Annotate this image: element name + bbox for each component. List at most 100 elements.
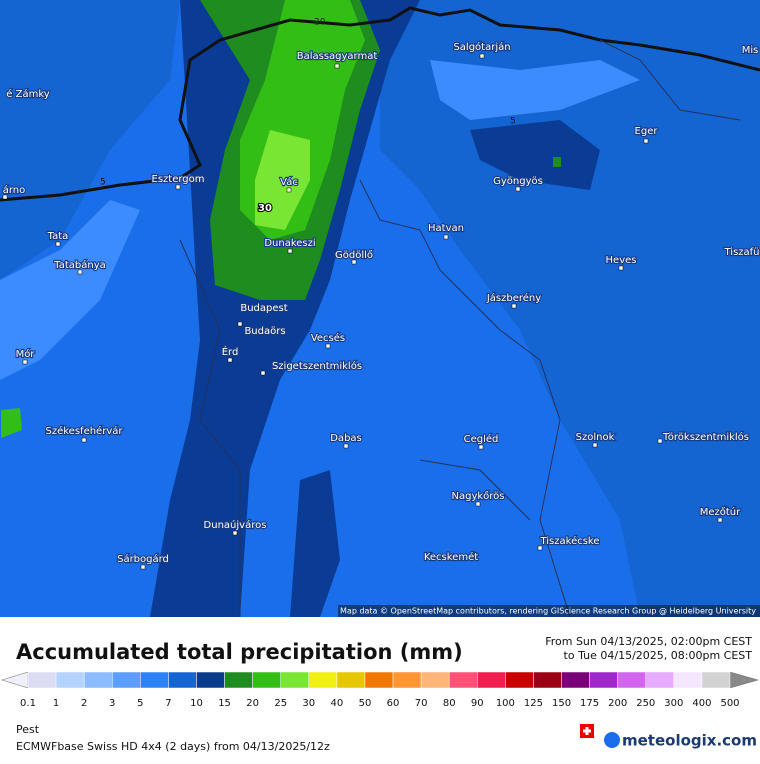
legend-swatch (140, 671, 169, 689)
place-labels: é Zámky Balassagyarmat Salgótarján Mis Eger E… (2, 40, 760, 570)
place-label: Tata (47, 231, 69, 242)
place-dot (286, 187, 292, 193)
legend-swatch (392, 671, 422, 689)
precip-area (553, 157, 561, 167)
place-label: Gödöllő (335, 249, 373, 261)
legend-tick-label: 300 (664, 698, 683, 709)
legend-tick-label: 90 (471, 698, 484, 709)
legend-tick-label: 500 (720, 698, 739, 709)
legend-tick-label: 40 (331, 698, 344, 709)
precip-area (0, 0, 180, 280)
place-dot (77, 269, 83, 275)
place-label: Szigetszentmiklós (272, 360, 362, 372)
place-dot (537, 545, 543, 551)
legend-swatch (55, 671, 85, 689)
legend-tick-label: 100 (496, 698, 515, 709)
legend-swatch (673, 671, 703, 689)
place-dot (479, 53, 485, 59)
place-label: Érd (222, 345, 239, 358)
place-label: Dunaújváros (204, 519, 267, 531)
contour-label: 30 (258, 203, 272, 214)
brand-icon (604, 732, 620, 748)
legend-tick-label: 10 (190, 698, 203, 709)
legend-tick-label: 30 (302, 698, 315, 709)
place-label: Dunakeszi (264, 238, 315, 249)
location: Pest (16, 723, 40, 736)
precip-area (255, 130, 310, 230)
period-to: to Tue 04/15/2025, 08:00pm CEST (564, 649, 753, 662)
place-dot (55, 241, 61, 247)
legend-swatch (505, 671, 534, 689)
brand: meteologix.com (622, 732, 757, 750)
legend: 0.1 1 2 3 5 7 10 15 20 25 30 40 50 60 70 80 90 100 125 150 1… (1, 671, 759, 709)
contour-label: 20 (314, 18, 326, 28)
legend-swatch (420, 671, 450, 689)
legend-tick-label: 250 (636, 698, 655, 709)
place-dot (287, 248, 293, 254)
place-dot (334, 63, 340, 69)
precip-area (290, 470, 340, 617)
place-label: Tatabánya (53, 259, 106, 271)
place-dot (260, 370, 266, 376)
legend-tick-label: 50 (359, 698, 372, 709)
place-label: Cegléd (464, 433, 499, 445)
legend-tick-label: 25 (274, 698, 287, 709)
place-dot (232, 530, 238, 536)
legend-swatch (111, 671, 141, 689)
legend-swatch (477, 671, 506, 689)
precip-area (470, 120, 600, 190)
place-label: Hatvan (428, 223, 464, 234)
place-label: Tiszafü (723, 247, 759, 258)
place-dot (475, 501, 481, 507)
legend-swatch (561, 671, 590, 689)
map: é Zámky Balassagyarmat Salgótarján Mis Eger E… (0, 0, 760, 618)
legend-swatch (252, 671, 281, 689)
place-label: árno (3, 184, 26, 196)
place-dot (592, 442, 598, 448)
legend-tick-label: 7 (165, 698, 171, 709)
contour-label: 5 (510, 117, 516, 127)
place-dot (643, 138, 649, 144)
legend-swatch (617, 671, 647, 689)
place-label: Székesfehérvár (46, 425, 124, 437)
model-info: ECMWFbase Swiss HD 4x4 (2 days) from 04/… (16, 740, 330, 753)
place-label: Szolnok (576, 432, 615, 443)
attribution-bg (338, 605, 760, 617)
place-dot (443, 234, 449, 240)
place-label: Jászberény (486, 292, 541, 304)
place-label: Tiszakécske (539, 535, 599, 547)
legend-tick-label: 125 (524, 698, 543, 709)
legend-tick-label: 200 (608, 698, 627, 709)
legend-swatch (533, 671, 562, 689)
legend-tick-label: 400 (692, 698, 711, 709)
place-dot (351, 259, 357, 265)
precip-area (430, 60, 640, 120)
place-label: Vecsés (311, 332, 345, 344)
legend-tick-label: 60 (387, 698, 400, 709)
place-dot (22, 359, 28, 365)
place-label: Gyöngyös (493, 176, 543, 187)
place-dot (343, 443, 349, 449)
place-dot (618, 265, 624, 271)
legend-arrow-left (1, 671, 29, 689)
legend-arrow-right (729, 671, 759, 689)
place-label: Eger (635, 126, 659, 137)
legend-tick-label: 80 (443, 698, 456, 709)
legend-tick-label: 5 (137, 698, 143, 709)
title: Accumulated total precipitation (mm) (16, 640, 463, 664)
place-dot (325, 343, 331, 349)
legend-swatch (83, 671, 113, 689)
place-label: Mis (742, 45, 759, 56)
country-border (0, 6, 760, 202)
legend-swatch (645, 671, 675, 689)
place-label: Törökszentmiklós (662, 431, 749, 443)
legend-tick-label: 1 (53, 698, 59, 709)
place-label: Nagykőrös (451, 490, 504, 502)
legend-swatch (308, 671, 338, 689)
place-dot (140, 564, 146, 570)
place-label: Kecskemét (424, 551, 478, 563)
legend-tick-label: 20 (246, 698, 259, 709)
place-label: Salgótarján (453, 41, 510, 53)
swiss-logo-cross (583, 727, 591, 735)
